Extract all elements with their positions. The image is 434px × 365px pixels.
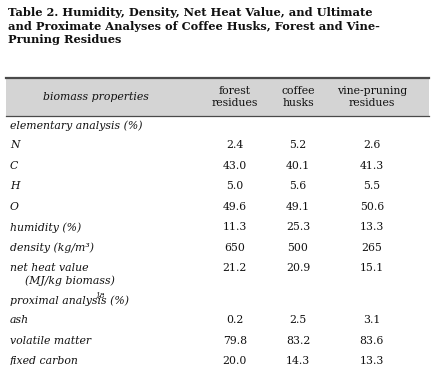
- Bar: [6, 78, 428, 116]
- Text: 83.2: 83.2: [285, 336, 309, 346]
- Text: C: C: [10, 161, 18, 171]
- Text: density (kg/m³): density (kg/m³): [10, 242, 94, 253]
- Text: 5.6: 5.6: [289, 181, 306, 191]
- Text: 3.1: 3.1: [362, 315, 380, 325]
- Text: O: O: [10, 202, 19, 212]
- Text: 2.6: 2.6: [362, 140, 380, 150]
- Text: humidity (%): humidity (%): [10, 222, 81, 233]
- Text: biomass properties: biomass properties: [43, 92, 148, 102]
- Text: 49.1: 49.1: [285, 202, 309, 212]
- Text: 49.6: 49.6: [222, 202, 247, 212]
- Text: 5.5: 5.5: [362, 181, 380, 191]
- Text: net heat value: net heat value: [10, 263, 88, 273]
- Text: 650: 650: [224, 243, 245, 253]
- Text: fixed carbon: fixed carbon: [10, 356, 79, 365]
- Text: volatile matter: volatile matter: [10, 336, 91, 346]
- Text: vine-pruning
residues: vine-pruning residues: [336, 86, 406, 108]
- Text: 2.5: 2.5: [289, 315, 306, 325]
- Text: Table 2. Humidity, Density, Net Heat Value, and Ultimate: Table 2. Humidity, Density, Net Heat Val…: [8, 7, 372, 18]
- Text: 43.0: 43.0: [222, 161, 247, 171]
- Text: 5.2: 5.2: [289, 140, 306, 150]
- Text: 21.2: 21.2: [222, 263, 247, 273]
- Text: 14.3: 14.3: [285, 356, 309, 365]
- Text: 0.2: 0.2: [226, 315, 243, 325]
- Text: forest
residues: forest residues: [211, 86, 257, 108]
- Text: 13.3: 13.3: [359, 356, 383, 365]
- Text: proximal analysis (%): proximal analysis (%): [10, 295, 129, 306]
- Text: 265: 265: [361, 243, 381, 253]
- Text: and Proximate Analyses of Coffee Husks, Forest and Vine-: and Proximate Analyses of Coffee Husks, …: [8, 20, 379, 31]
- Text: 500: 500: [287, 243, 308, 253]
- Text: 11.3: 11.3: [222, 222, 247, 232]
- Text: 18: 18: [95, 292, 105, 300]
- Text: 83.6: 83.6: [359, 336, 383, 346]
- Text: elementary analysis (%): elementary analysis (%): [10, 120, 142, 131]
- Text: coffee
husks: coffee husks: [280, 86, 314, 108]
- Text: 40.1: 40.1: [285, 161, 309, 171]
- Text: N: N: [10, 140, 20, 150]
- Text: 20.0: 20.0: [222, 356, 247, 365]
- Text: 5.0: 5.0: [226, 181, 243, 191]
- Text: 15.1: 15.1: [359, 263, 383, 273]
- Text: 25.3: 25.3: [285, 222, 309, 232]
- Text: 13.3: 13.3: [359, 222, 383, 232]
- Text: Pruning Residues: Pruning Residues: [8, 34, 121, 45]
- Text: 20.9: 20.9: [285, 263, 309, 273]
- Text: 2.4: 2.4: [226, 140, 243, 150]
- Text: 41.3: 41.3: [359, 161, 383, 171]
- Text: 79.8: 79.8: [222, 336, 247, 346]
- Text: ash: ash: [10, 315, 29, 325]
- Text: 50.6: 50.6: [359, 202, 383, 212]
- Text: H: H: [10, 181, 20, 191]
- Text: (MJ/kg biomass): (MJ/kg biomass): [18, 275, 115, 286]
